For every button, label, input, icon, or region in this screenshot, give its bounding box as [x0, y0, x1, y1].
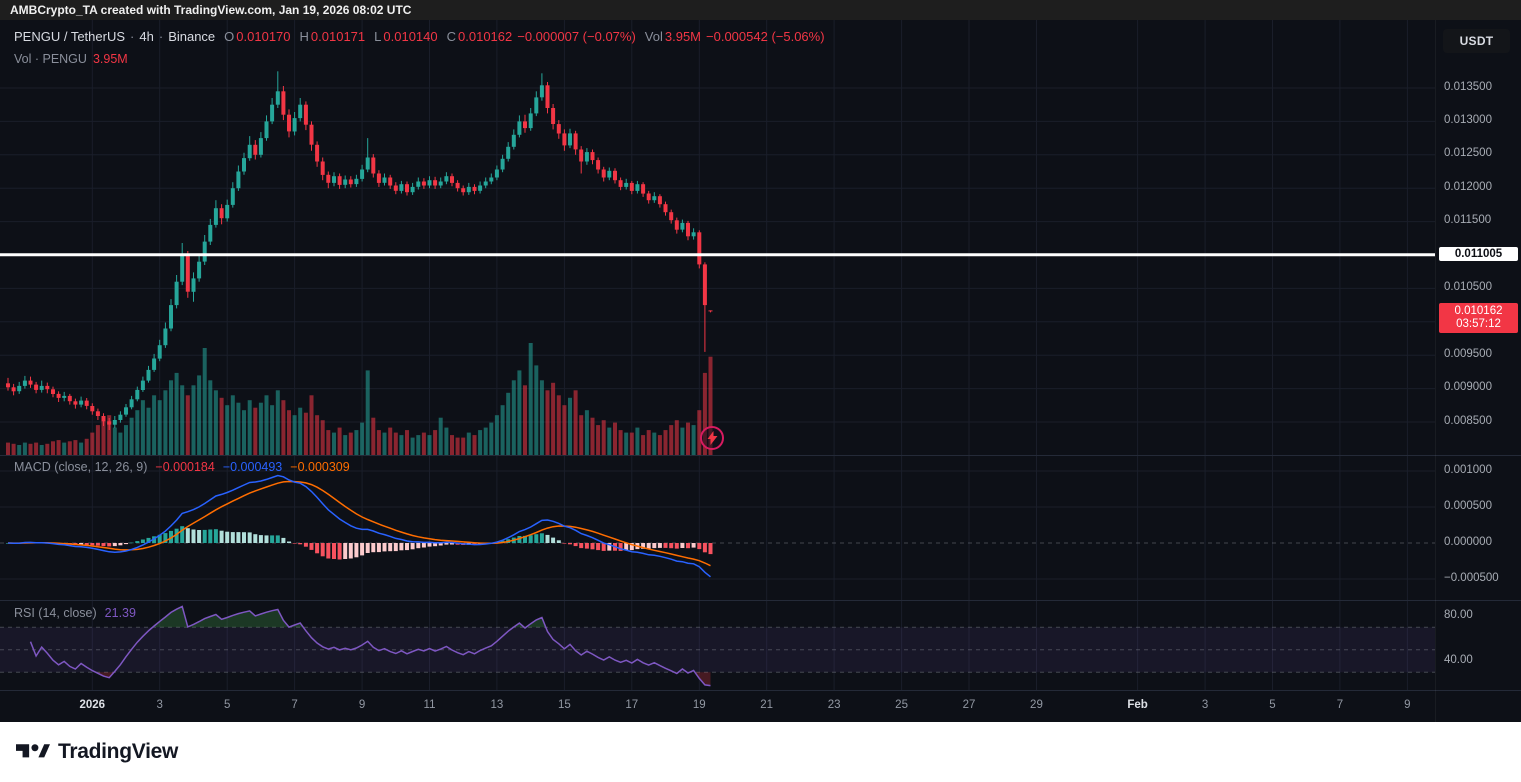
- tradingview-logo-icon: [16, 744, 50, 758]
- ohlc-low: L 0.010140: [374, 29, 438, 44]
- time-tick-label: 25: [895, 699, 908, 711]
- time-tick-label: 15: [557, 699, 571, 711]
- footer-bar: TradingView: [0, 722, 1521, 782]
- rsi-indicator-value: 21.39: [104, 606, 136, 620]
- volume-series: [6, 343, 713, 455]
- chart-canvas[interactable]: [0, 20, 1435, 690]
- legend-separator: ·: [130, 29, 135, 44]
- time-tick-label: 11: [423, 699, 436, 711]
- axis-tick-label: 0.011500: [1444, 214, 1492, 227]
- legend-separator: ·: [158, 29, 164, 44]
- time-tick-label: Feb: [1127, 699, 1148, 711]
- macd-hist-value: −0.000184: [155, 460, 215, 474]
- macd-pane: [6, 474, 713, 578]
- pane-separator-macd[interactable]: [0, 455, 1521, 456]
- pane-separator-rsi[interactable]: [0, 600, 1521, 601]
- time-tick-label: 29: [1030, 699, 1043, 711]
- rsi-indicator-title: RSI (14, close): [14, 606, 97, 620]
- axis-tick-label: 80.00: [1444, 608, 1473, 621]
- time-tick-label: 3: [1201, 699, 1209, 711]
- volume-indicator-legend[interactable]: Vol · PENGU 3.95M: [14, 52, 128, 66]
- ohlc-open: O 0.010170: [224, 29, 291, 44]
- bar-change: −0.000007 (−0.07%): [517, 29, 636, 44]
- ohlc-high: H 0.010171: [299, 29, 366, 44]
- time-tick-label: 7: [291, 699, 298, 711]
- time-tick-label: 9: [358, 699, 366, 711]
- macd-signal-value: −0.000309: [290, 460, 350, 474]
- rsi-line: [29, 605, 711, 687]
- grid-lines: [0, 20, 1435, 690]
- symbol-legend[interactable]: PENGU / TetherUS · 4h · Binance O 0.01017…: [14, 29, 825, 44]
- axis-tick-label: 0.012500: [1444, 147, 1492, 160]
- rsi-overbought-fill: [152, 606, 546, 628]
- last-price-label: 0.010162 03:57:12: [1439, 302, 1518, 333]
- axis-tick-label: 0.000000: [1444, 535, 1492, 548]
- time-axis[interactable]: 2026 3 5 7 9 11 13 15 17 19 21 23 25 27 29 Feb 3 5 7 9: [0, 690, 1521, 722]
- ohlc-close: C 0.010162: [446, 29, 513, 44]
- marked-price-label: 0.011005: [1439, 246, 1518, 261]
- axis-tick-label: 0.012000: [1444, 180, 1492, 193]
- chart-area[interactable]: PENGU / TetherUS · 4h · Binance O 0.01017…: [0, 20, 1521, 722]
- axis-tick-label: 40.00: [1444, 653, 1473, 666]
- time-tick-label: 23: [827, 699, 841, 711]
- time-tick-label: 27: [962, 699, 976, 711]
- volume-indicator-value: 3.95M: [92, 52, 128, 66]
- axis-tick-label: 0.010500: [1444, 280, 1492, 293]
- time-tick-label: 19: [692, 699, 706, 711]
- macd-indicator-legend[interactable]: MACD (close, 12, 26, 9) −0.000184 −0.000…: [14, 460, 350, 474]
- symbol-name[interactable]: PENGU / TetherUS: [14, 29, 126, 44]
- interval-label[interactable]: 4h: [139, 29, 154, 44]
- last-price-value: 0.010162: [1454, 304, 1503, 317]
- axis-tick-label: 0.013500: [1444, 80, 1492, 93]
- time-tick-label: 5: [1269, 699, 1276, 711]
- time-tick-label: 3: [156, 699, 163, 711]
- axis-tick-label: 0.008500: [1444, 414, 1492, 427]
- currency-toggle-button[interactable]: USDT: [1443, 29, 1510, 53]
- axis-tick-label: 0.000500: [1444, 499, 1492, 512]
- time-tick-label: 7: [1336, 699, 1344, 711]
- time-tick-label: 21: [760, 699, 774, 711]
- axis-tick-label: 0.013000: [1444, 113, 1492, 126]
- price-axis[interactable]: USDT 0.011005 0.010162 03:57:12 0.013500…: [1435, 20, 1521, 722]
- lightning-bolt-glyph: [707, 431, 717, 445]
- macd-signal-line: [7, 480, 711, 567]
- macd-line-value: −0.000493: [222, 460, 283, 474]
- axis-tick-label: −0.000500: [1444, 571, 1499, 584]
- tradingview-logo-link[interactable]: TradingView: [16, 740, 178, 764]
- rsi-pane: [29, 605, 711, 687]
- session-change: −0.000542 (−5.06%): [706, 29, 825, 44]
- time-tick-label: 5: [223, 699, 231, 711]
- macd-line: [7, 474, 711, 578]
- axis-tick-label: 0.009500: [1444, 347, 1492, 360]
- time-tick-label: 2026: [79, 699, 106, 711]
- time-tick-label: 9: [1404, 699, 1411, 711]
- time-tick-label: 17: [625, 699, 639, 711]
- rsi-band: [0, 626, 1435, 673]
- attribution-text: AMBCrypto_TA created with TradingView.co…: [10, 3, 412, 17]
- macd-indicator-title: MACD (close, 12, 26, 9): [14, 460, 148, 474]
- volume-indicator-title: Vol · PENGU: [14, 52, 87, 66]
- lightning-icon[interactable]: [700, 426, 724, 450]
- bar-countdown: 03:57:12: [1456, 317, 1501, 330]
- exchange-label[interactable]: Binance: [168, 29, 216, 44]
- rsi-indicator-legend[interactable]: RSI (14, close) 21.39: [14, 606, 136, 620]
- time-tick-label: 13: [490, 699, 504, 711]
- attribution-bar: AMBCrypto_TA created with TradingView.co…: [0, 0, 1521, 20]
- tradingview-wordmark: TradingView: [58, 740, 179, 763]
- volume-readout: Vol 3.95M: [644, 29, 702, 44]
- axis-tick-label: 0.001000: [1444, 463, 1492, 476]
- axis-tick-label: 0.009000: [1444, 381, 1492, 394]
- candlestick-series: [6, 71, 713, 430]
